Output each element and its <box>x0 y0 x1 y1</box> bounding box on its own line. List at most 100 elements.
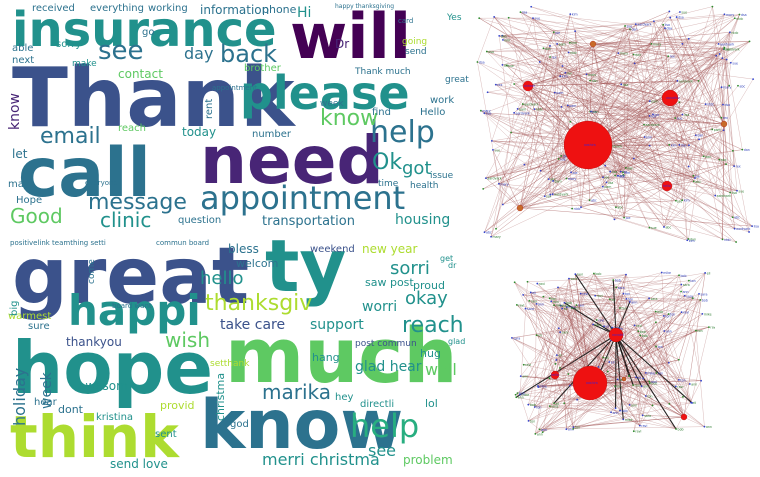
node <box>704 103 707 106</box>
node-label: ton <box>670 313 675 317</box>
edge <box>515 394 578 400</box>
word-cloud-word: question <box>178 215 222 226</box>
edge <box>527 275 680 282</box>
node <box>565 306 568 308</box>
word-cloud-word: insurance <box>12 2 277 58</box>
node-label: sue <box>534 17 540 21</box>
edge <box>633 311 656 432</box>
node-label: pam <box>714 128 721 132</box>
edge <box>554 374 574 428</box>
node <box>720 116 723 119</box>
word-cloud-word: back <box>220 40 278 68</box>
word-cloud-word: find <box>372 107 391 118</box>
edge <box>723 123 735 229</box>
node-label: lisa <box>684 113 689 117</box>
edge <box>575 274 591 384</box>
word-cloud-word: contact <box>118 67 163 81</box>
node-label: aardvark <box>736 227 750 231</box>
node <box>538 60 541 63</box>
node-label: abc <box>734 216 740 220</box>
node-label: ravi <box>518 303 524 307</box>
word-cloud-word: help <box>350 407 420 445</box>
edge <box>589 167 627 201</box>
node-label: ntdc <box>707 103 714 107</box>
node <box>515 396 518 399</box>
edge <box>668 53 720 57</box>
edge <box>530 292 556 376</box>
node <box>592 323 594 326</box>
node-label: sara <box>527 307 534 311</box>
node <box>501 63 504 66</box>
node <box>569 120 572 123</box>
word-cloud-word: Hello <box>420 107 446 118</box>
edge <box>502 28 666 205</box>
node <box>526 280 529 283</box>
word-cloud-word: board want <box>112 302 152 310</box>
node-label: dsa <box>681 143 687 147</box>
word-cloud-word: worri <box>362 299 398 315</box>
edge <box>513 25 626 113</box>
word-cloud-word: christma <box>214 373 227 422</box>
edge <box>565 72 591 112</box>
node-label: bob <box>681 274 687 278</box>
node <box>572 426 575 429</box>
node <box>652 20 655 23</box>
node-label: lisa <box>665 23 670 27</box>
node <box>622 171 624 174</box>
edge <box>573 272 706 429</box>
node-label: dsa <box>741 13 747 17</box>
node <box>691 402 693 404</box>
edge <box>592 43 625 218</box>
node <box>495 227 497 230</box>
edge <box>669 104 724 145</box>
node <box>725 163 728 166</box>
edge <box>487 92 562 108</box>
edge <box>587 144 731 193</box>
node <box>604 164 607 167</box>
node <box>589 79 591 82</box>
edge <box>592 43 699 82</box>
edge <box>520 11 666 29</box>
node <box>663 226 665 228</box>
node <box>547 178 550 181</box>
node <box>535 302 538 305</box>
node <box>731 149 734 152</box>
node <box>625 273 627 276</box>
edge <box>519 121 571 209</box>
node-label: joe <box>572 171 578 175</box>
node <box>652 113 654 116</box>
word-cloud-word: weekend <box>310 244 355 255</box>
node-label: mike <box>562 304 570 308</box>
hub-label: ontwer <box>524 84 536 88</box>
node-label: ann <box>518 396 524 400</box>
word-cloud-word: kristina <box>96 412 134 423</box>
edge <box>484 42 571 233</box>
node-label: dan <box>501 34 507 38</box>
edge <box>485 14 725 179</box>
edge <box>592 38 689 45</box>
edge <box>623 322 657 380</box>
word-cloud-word: happy thanksgiving <box>335 3 395 10</box>
node <box>648 144 651 147</box>
node <box>701 312 704 315</box>
node <box>623 216 626 219</box>
node <box>655 372 658 374</box>
node-label: bob <box>615 279 621 283</box>
edge <box>535 287 559 434</box>
node <box>637 330 640 333</box>
node <box>715 54 718 57</box>
word-cloud-word: think <box>10 403 179 471</box>
edge <box>616 287 635 326</box>
node-label: sara <box>683 283 690 287</box>
edge <box>543 48 717 56</box>
hub-label: vanathi <box>612 333 624 337</box>
node-label: mary <box>620 52 628 56</box>
node-label: ravi <box>641 424 647 428</box>
node <box>624 166 627 169</box>
word-cloud-word: sorri <box>390 258 430 279</box>
node <box>678 144 681 146</box>
node <box>674 117 677 119</box>
node-label: ravi <box>683 311 689 315</box>
node-label: joe <box>554 31 560 35</box>
edge <box>502 39 753 227</box>
